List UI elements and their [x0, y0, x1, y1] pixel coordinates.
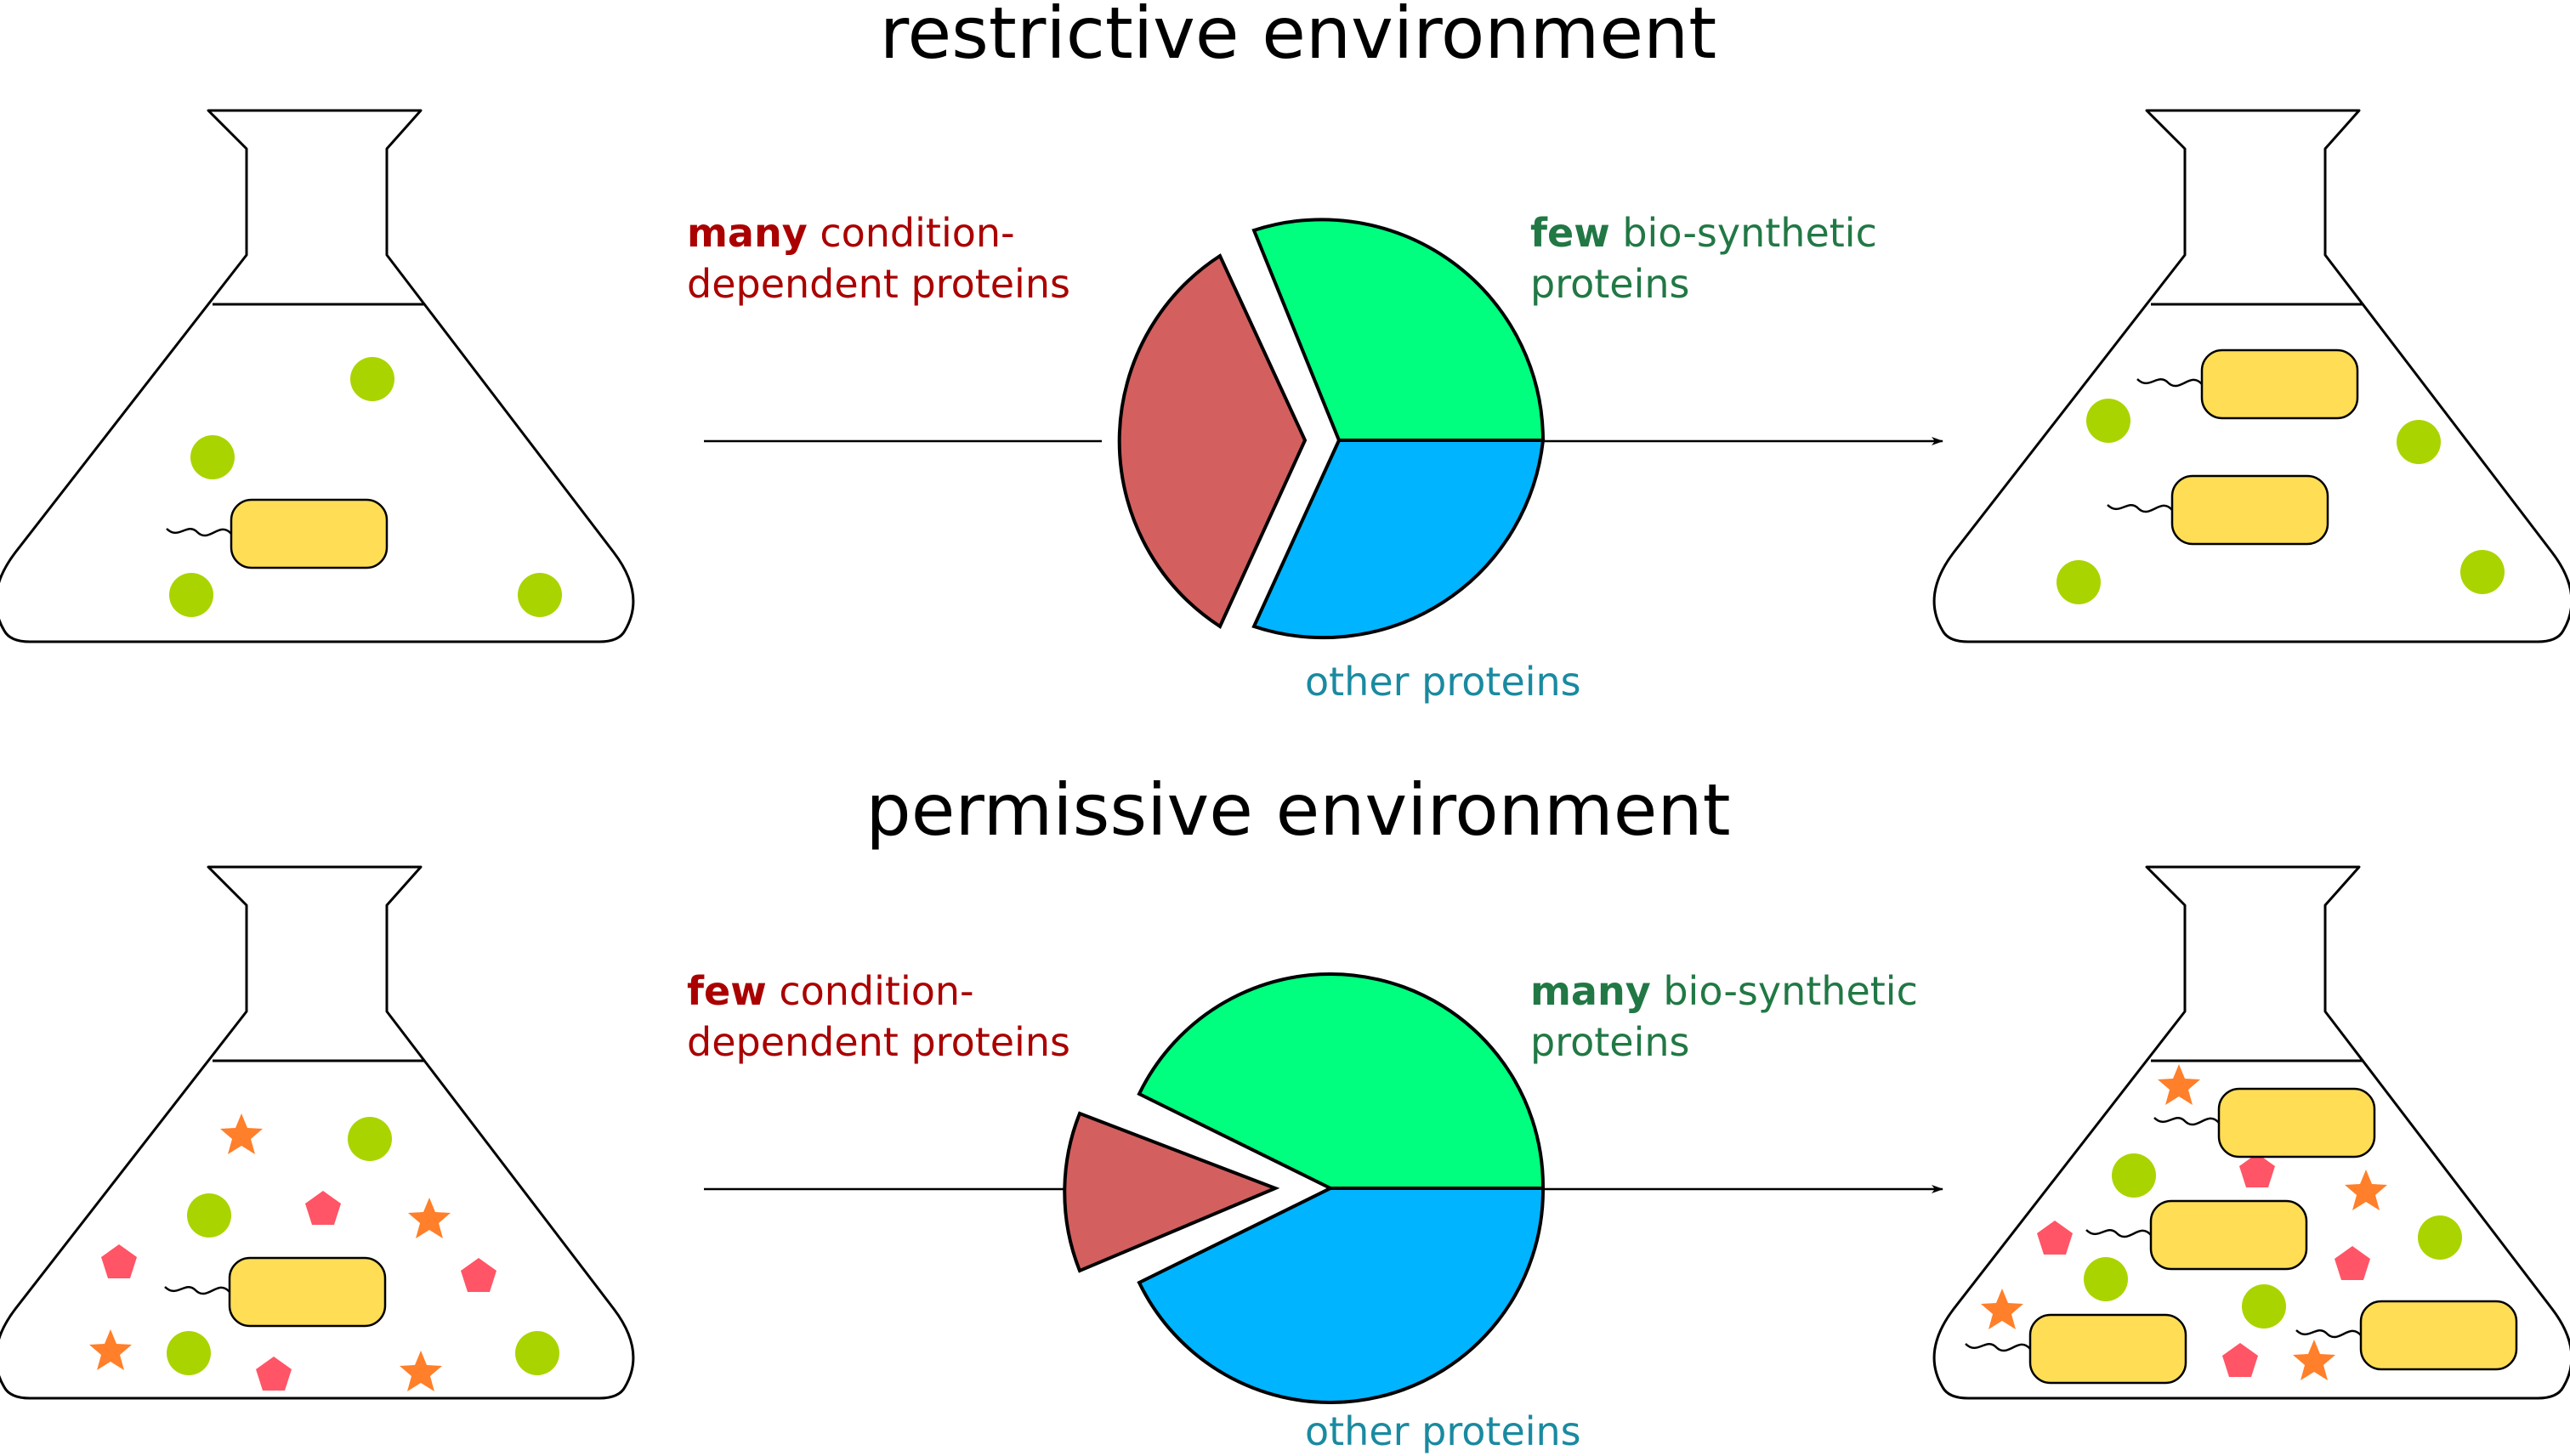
bacterium [164, 1256, 387, 1328]
label-condition-dependent-restrictive-line2: dependent proteins [687, 261, 1070, 307]
bacterium [2153, 1087, 2376, 1159]
nutrient-ball [2397, 420, 2441, 464]
flask-restrictive-after [1932, 109, 2570, 643]
nutrient-ball [187, 1193, 231, 1238]
flask-permissive-after [1932, 865, 2570, 1400]
bacterium [2295, 1300, 2518, 1371]
label-bio-synthetic-restrictive: few bio-synthetic [1530, 210, 1877, 256]
nutrient-ball [518, 573, 562, 617]
nutrient-ball [2418, 1215, 2462, 1260]
bacterium [1965, 1313, 2187, 1385]
label-condition-dependent-permissive-line2: dependent proteins [687, 1019, 1070, 1065]
bacterium [2085, 1199, 2308, 1271]
nutrient-ball [190, 435, 235, 479]
pie-slice-condition-dependent [1063, 1111, 1280, 1273]
title-permissive: permissive environment [865, 768, 1730, 852]
nutrient-ball [2112, 1153, 2156, 1198]
label-condition-dependent-permissive: few condition- [687, 968, 974, 1014]
nutrient-ball [348, 1117, 392, 1161]
pie-slice-condition-dependent [1117, 253, 1308, 629]
nutrient-ball [2086, 399, 2130, 443]
label-bio-synthetic-restrictive-line2: proteins [1530, 261, 1689, 307]
pie-slice-bio-synthetic [1137, 972, 1546, 1190]
label-bio-synthetic-permissive: many bio-synthetic [1530, 968, 1918, 1014]
nutrient-ball [2057, 560, 2101, 604]
nutrient-ball [169, 573, 213, 617]
nutrient-ball [515, 1331, 559, 1375]
pie-permissive [1063, 972, 1546, 1404]
pie-slice-bio-synthetic [1251, 218, 1546, 442]
title-restrictive: restrictive environment [880, 0, 1716, 75]
bacterium [2136, 348, 2359, 420]
bacterium [2107, 474, 2329, 546]
nutrient-ball [2084, 1257, 2128, 1301]
flask-restrictive-before [0, 109, 635, 643]
bacterium [166, 498, 389, 569]
nutrient-ball [350, 357, 394, 401]
nutrient-ball [167, 1331, 211, 1375]
label-condition-dependent-restrictive: many condition- [687, 210, 1015, 256]
label-other-permissive: other proteins [1305, 1408, 1581, 1454]
pie-slice-other [1251, 439, 1546, 640]
nutrient-ball [2242, 1284, 2286, 1329]
pie-slice-other [1137, 1187, 1546, 1404]
label-bio-synthetic-permissive-line2: proteins [1530, 1019, 1689, 1065]
flask-permissive-before [0, 865, 635, 1400]
nutrient-ball [2460, 550, 2505, 594]
pie-restrictive [1117, 218, 1546, 640]
label-other-restrictive: other proteins [1305, 659, 1581, 705]
